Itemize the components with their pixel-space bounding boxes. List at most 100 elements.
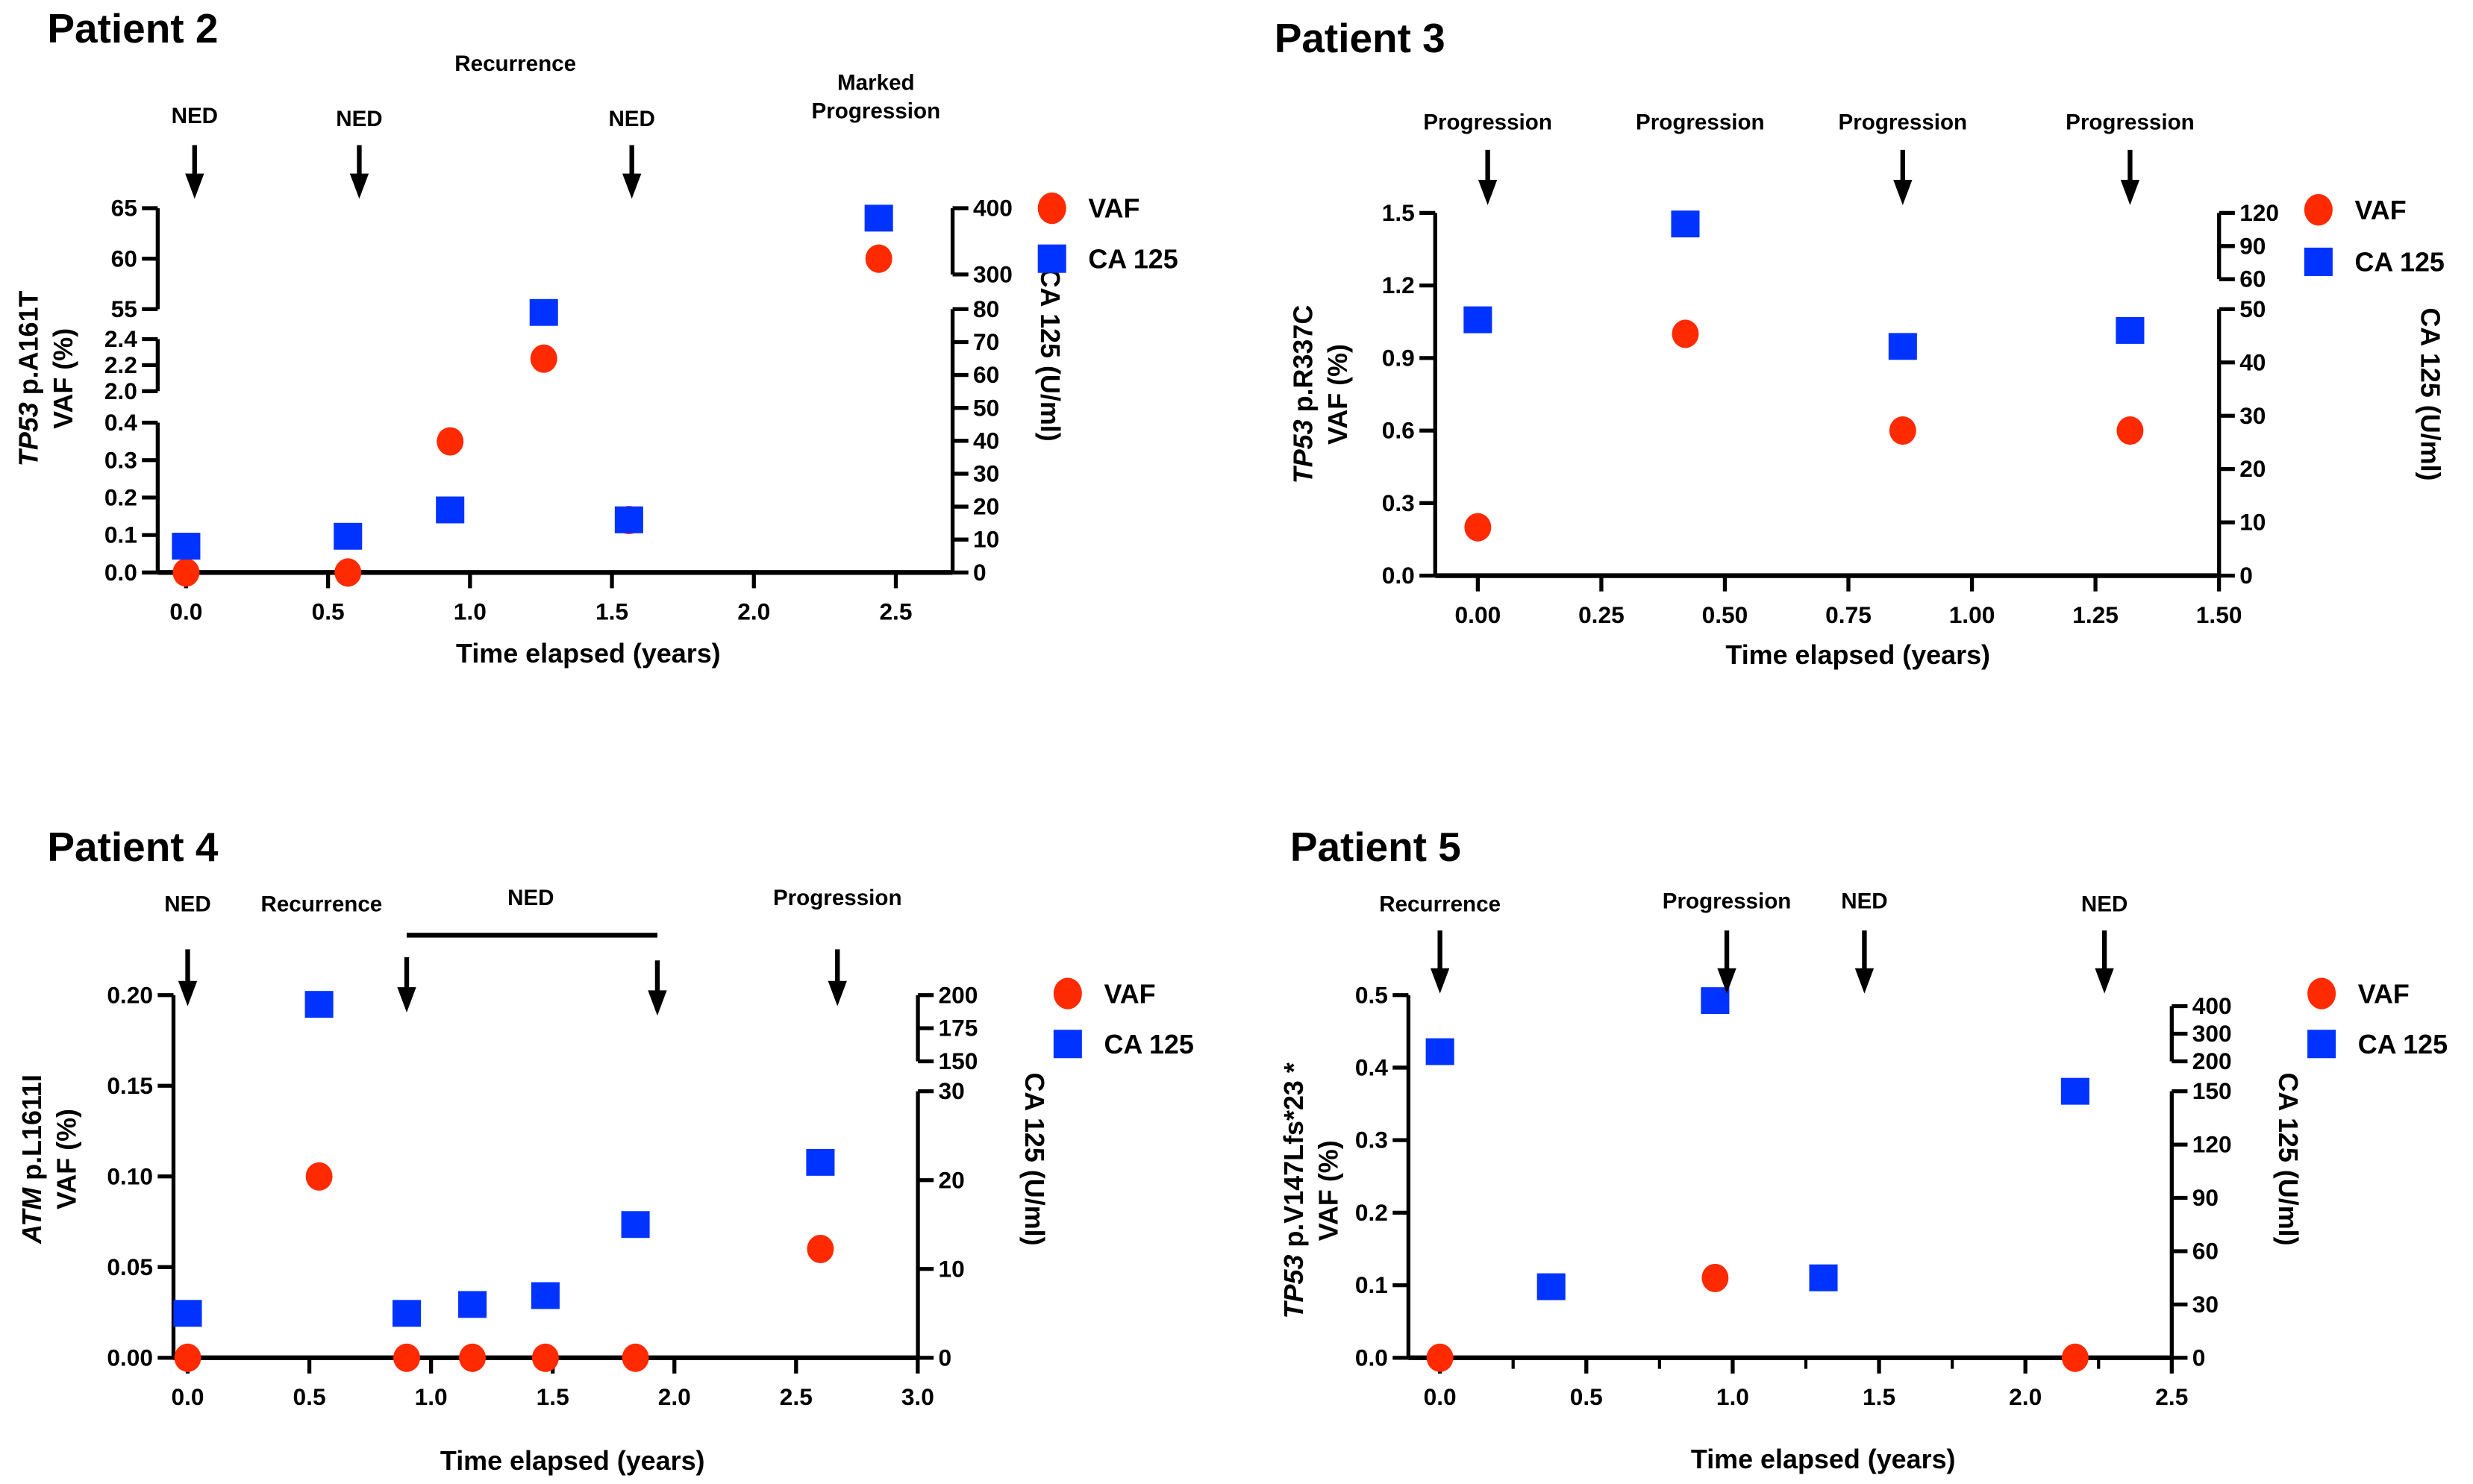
ca125-point [2116, 316, 2145, 344]
x-tick-label: 3.0 [901, 1383, 934, 1410]
y-tick-label: 0.05 [107, 1253, 153, 1280]
y-tick-label: 1.2 [1382, 272, 1415, 298]
panel-patient-3: Patient 30.00 0.25 0.50 0.75 1.00 1.25 1.50Tim… [1275, 15, 2446, 670]
timeline-annotation: Progression [773, 886, 902, 1006]
y2-tick-label: 50 [973, 394, 999, 421]
y2-tick-label: 10 [2239, 509, 2266, 536]
y2-tick-label: 120 [2192, 1131, 2232, 1158]
y2-tick-label: 0 [2192, 1344, 2206, 1371]
arrow-head-icon [2120, 180, 2140, 205]
y-tick-label: 0.4 [104, 409, 137, 436]
legend-ca125-marker [1053, 1030, 1082, 1059]
annotation-label: NED [2081, 892, 2127, 917]
annotation-label: NED [608, 107, 654, 131]
y2-tick-label: 60 [973, 361, 999, 388]
arrow-head-icon [1717, 968, 1736, 994]
y-axis-title: TP53 p.A161T [13, 291, 44, 467]
ca125-point [1701, 987, 1730, 1015]
ca125-point [458, 1291, 487, 1318]
legend-ca125-label: CA 125 [2354, 247, 2444, 278]
timeline-annotation: Recurrence [454, 51, 576, 76]
legend-ca125-label: CA 125 [2358, 1029, 2448, 1059]
y2-tick-label: 200 [2192, 1048, 2232, 1074]
legend-vaf-label: VAF [1088, 193, 1139, 224]
y-tick-label: 0.5 [1355, 981, 1388, 1008]
x-axis-title: Time elapsed (years) [1691, 1444, 1956, 1474]
ca125-point [1888, 333, 1917, 360]
y-tick-label: 0.00 [107, 1344, 153, 1371]
x-tick-label: 2.0 [2009, 1383, 2042, 1410]
legend-vaf-label: VAF [2354, 195, 2406, 225]
x-tick-label: 0.75 [1825, 601, 1872, 628]
annotation-label: NED [507, 886, 554, 910]
annotation-label: NED [336, 107, 382, 131]
y-tick-label: 1.5 [1382, 199, 1415, 226]
panel-title: Patient 2 [47, 5, 218, 51]
ca125-point [436, 496, 465, 524]
x-tick-label: 1.5 [1863, 1383, 1895, 1410]
x-tick-label: 1.5 [537, 1383, 569, 1410]
annotation-label: Progression [1663, 889, 1792, 913]
x-tick-label: 0.25 [1578, 601, 1625, 628]
timeline-annotation: Recurrence [1379, 892, 1501, 994]
x-tick-label: 0.00 [1455, 601, 1501, 628]
y2-tick-label: 30 [939, 1077, 965, 1104]
timeline-annotation: NED [336, 107, 383, 199]
x-tick-label: 0.5 [1570, 1383, 1603, 1410]
timeline-annotation: Progression [1663, 889, 1792, 994]
ca125-point [1809, 1264, 1838, 1292]
y2-tick-label: 50 [2239, 295, 2266, 322]
y-axis-title-gene: ATM [16, 1187, 47, 1245]
y2-tick-label: 90 [2239, 232, 2266, 259]
arrow-head-icon [1893, 180, 1913, 205]
ca125-point [806, 1148, 835, 1176]
timeline-annotation: Progression [2066, 110, 2195, 205]
y-tick-label: 0.1 [1355, 1271, 1388, 1298]
y2-tick-label: 10 [939, 1255, 965, 1282]
y-tick-label: 0.2 [104, 483, 137, 510]
x-tick-label: 1.50 [2196, 601, 2242, 628]
x-tick-label: 0.0 [171, 1383, 204, 1410]
x-tick-label: 2.5 [780, 1383, 813, 1410]
ca125-point [304, 991, 334, 1018]
x-tick-label: 2.0 [737, 598, 770, 625]
arrow-head-icon [828, 980, 847, 1006]
y-tick-label: 0.3 [1382, 489, 1415, 516]
y2-tick-label: 70 [973, 328, 999, 355]
y-tick-label: 0.1 [104, 522, 137, 548]
y-axis-title-variant: p.A161T [13, 291, 44, 403]
annotation-label-line2: Progression [812, 99, 941, 124]
annotation-label: Progression [1636, 110, 1765, 134]
x-tick-label: 0.5 [312, 598, 345, 625]
ca125-point [621, 1211, 650, 1239]
timeline-annotation: NED [397, 886, 667, 1016]
y2-tick-label: 20 [2239, 455, 2266, 482]
timeline-annotation: Recurrence [260, 892, 382, 917]
timeline-annotation: Progression [1839, 110, 1967, 205]
y-axis-title-line2: VAF (%) [1322, 344, 1353, 445]
ca125-point [614, 506, 643, 533]
x-tick-label: 0.5 [293, 1383, 326, 1410]
vaf-point [1672, 319, 1699, 348]
x-tick-label: 2.0 [658, 1383, 691, 1410]
y2-tick-label: 90 [2192, 1184, 2219, 1211]
y-tick-label: 2.2 [104, 351, 137, 378]
y-tick-label: 2.4 [104, 325, 137, 352]
annotation-label: Progression [1423, 110, 1552, 134]
panel-patient-4: Patient 4 0.0 0.5 1.0 1.5 2.0 2.5 3.0 Time elaps… [16, 824, 1194, 1476]
x-tick-label: 0.0 [169, 598, 202, 625]
y-axis-title-line2: VAF (%) [48, 328, 78, 429]
y-axis-title-gene: TP53 [1278, 1255, 1309, 1319]
legend-vaf-marker [2304, 194, 2333, 226]
y-axis-title: TP53 p.R337C [1287, 305, 1318, 483]
y-tick-label: 0.4 [1355, 1054, 1388, 1081]
ca125-point [529, 298, 558, 326]
timeline-annotation: Progression [1636, 110, 1765, 134]
y2-tick-label: 20 [973, 493, 999, 520]
vaf-point [305, 1162, 333, 1191]
x-axis-title: Time elapsed (years) [1725, 639, 1990, 670]
timeline-annotation: NED [608, 107, 655, 199]
y-tick-label: 0.2 [1355, 1199, 1388, 1226]
panel-title: Patient 4 [47, 824, 218, 870]
